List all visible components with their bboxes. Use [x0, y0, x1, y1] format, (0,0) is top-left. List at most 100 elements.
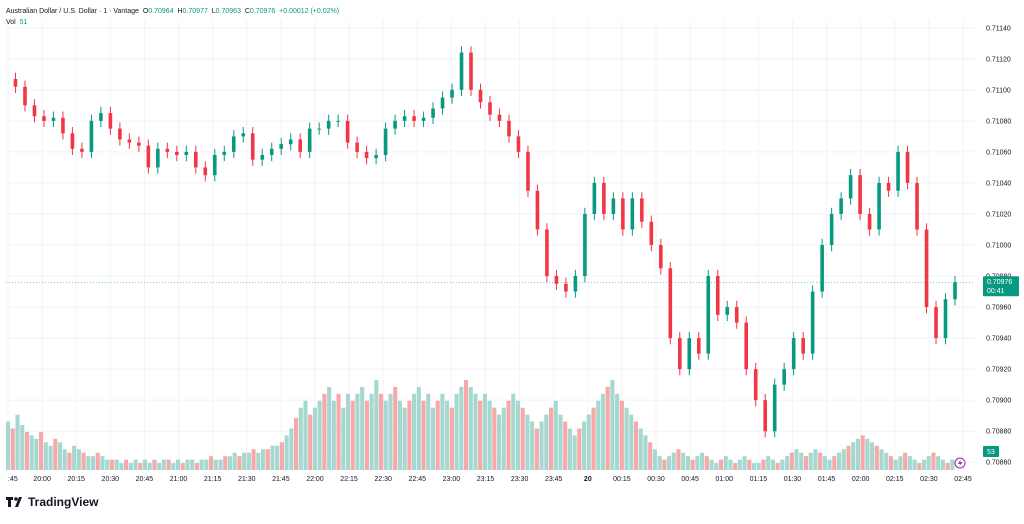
candle-body: [744, 322, 749, 370]
candle-body: [80, 148, 84, 152]
x-tick-label: 02:45: [954, 476, 972, 483]
candle-body: [858, 175, 862, 214]
candle-body: [412, 116, 416, 121]
y-tick-label: 0.70920: [986, 367, 1011, 374]
volume-bar: [341, 407, 346, 470]
candle-body: [649, 221, 654, 245]
candle-body: [848, 175, 853, 199]
x-tick-label: 23:00: [443, 476, 461, 483]
volume-bar: [657, 456, 662, 470]
x-tick-label: 22:30: [374, 476, 392, 483]
y-tick-label: 0.70860: [986, 460, 1011, 467]
candle-body: [241, 133, 246, 137]
candle-body: [687, 338, 692, 370]
volume-bar: [770, 459, 775, 470]
volume-bar: [185, 459, 190, 470]
volume-bar: [789, 452, 794, 470]
volume-bar: [591, 407, 596, 470]
candle-body: [611, 198, 616, 214]
candle-body: [118, 128, 122, 140]
candle-body: [820, 245, 824, 292]
candle-body: [478, 89, 483, 103]
volume-bar: [563, 421, 568, 470]
candle-body: [355, 142, 359, 152]
candle-body: [715, 276, 720, 315]
volume-bar: [81, 452, 86, 470]
candle-body: [23, 86, 27, 106]
volume-bar: [506, 400, 511, 470]
volume-bar: [884, 452, 889, 470]
volume-bar: [794, 449, 799, 470]
volume-bar: [128, 463, 133, 470]
volume-bar: [393, 386, 398, 470]
volume-bar: [114, 459, 119, 470]
y-tick-label: 0.70900: [986, 398, 1011, 405]
candle-body: [260, 155, 265, 160]
volume-bar: [24, 431, 30, 470]
candle-body: [89, 120, 94, 152]
volume-bar: [190, 459, 195, 470]
volume-bar: [232, 452, 237, 470]
volume-badge: [983, 446, 999, 457]
y-tick-label: 0.71020: [986, 211, 1011, 218]
volume-bar: [124, 459, 129, 470]
volume-bar: [430, 407, 436, 470]
candle-body: [696, 338, 701, 354]
vol-value: 51: [19, 19, 28, 26]
volume-bar: [298, 407, 303, 470]
volume-bar: [615, 393, 620, 470]
volume-bar: [511, 393, 516, 470]
volume-bar: [312, 407, 318, 470]
candle-body: [13, 78, 18, 87]
volume-bar: [780, 459, 785, 470]
volume-bar: [289, 428, 294, 470]
volume-bar: [378, 393, 384, 470]
volume-bar: [898, 456, 903, 470]
candle-body: [725, 307, 730, 315]
candle-body: [915, 182, 919, 230]
volume-bar: [76, 449, 81, 470]
volume-bar: [6, 421, 11, 470]
candle-body: [279, 144, 284, 149]
volume-bar: [624, 407, 629, 470]
volume-bar: [260, 449, 266, 470]
candle-body: [677, 338, 682, 370]
candle-body: [867, 213, 872, 230]
tradingview-brand: TradingView: [28, 495, 99, 509]
y-tick-label: 0.71080: [986, 118, 1011, 125]
volume-bar: [775, 463, 780, 470]
candle-body: [545, 229, 549, 277]
low-label: L: [211, 8, 216, 15]
volume-bar: [931, 452, 936, 470]
x-tick-label: 01:00: [715, 476, 733, 483]
candle-body: [564, 283, 568, 292]
volume-bar: [700, 452, 705, 470]
volume-bar: [728, 459, 733, 470]
candle-body: [507, 120, 511, 137]
volume-bar: [426, 393, 431, 470]
volume-bar: [412, 393, 417, 470]
candle-body: [763, 400, 767, 432]
volume-bar: [492, 407, 497, 470]
volume-bar: [194, 463, 199, 470]
volume-bar: [374, 380, 379, 470]
volume-bar: [180, 463, 185, 470]
candle-body: [535, 190, 540, 230]
y-tick-label: 0.71100: [986, 87, 1011, 94]
change-value: +0.00012 (+0.02%): [279, 8, 340, 15]
volume-bar: [643, 435, 648, 470]
candle-body: [42, 116, 46, 121]
candle-body: [772, 384, 777, 432]
volume-bar: [841, 449, 846, 470]
volume-bar: [138, 463, 143, 470]
x-tick-label: 02:15: [886, 476, 904, 483]
y-tick-label: 0.70880: [986, 429, 1011, 436]
volume-bar: [936, 456, 941, 470]
last-price-badge: [983, 276, 1019, 297]
last-price-badge-countdown: 00:41: [987, 288, 1005, 295]
volume-bar: [100, 456, 105, 470]
candle-body: [592, 182, 597, 214]
volume-bar: [407, 400, 412, 470]
